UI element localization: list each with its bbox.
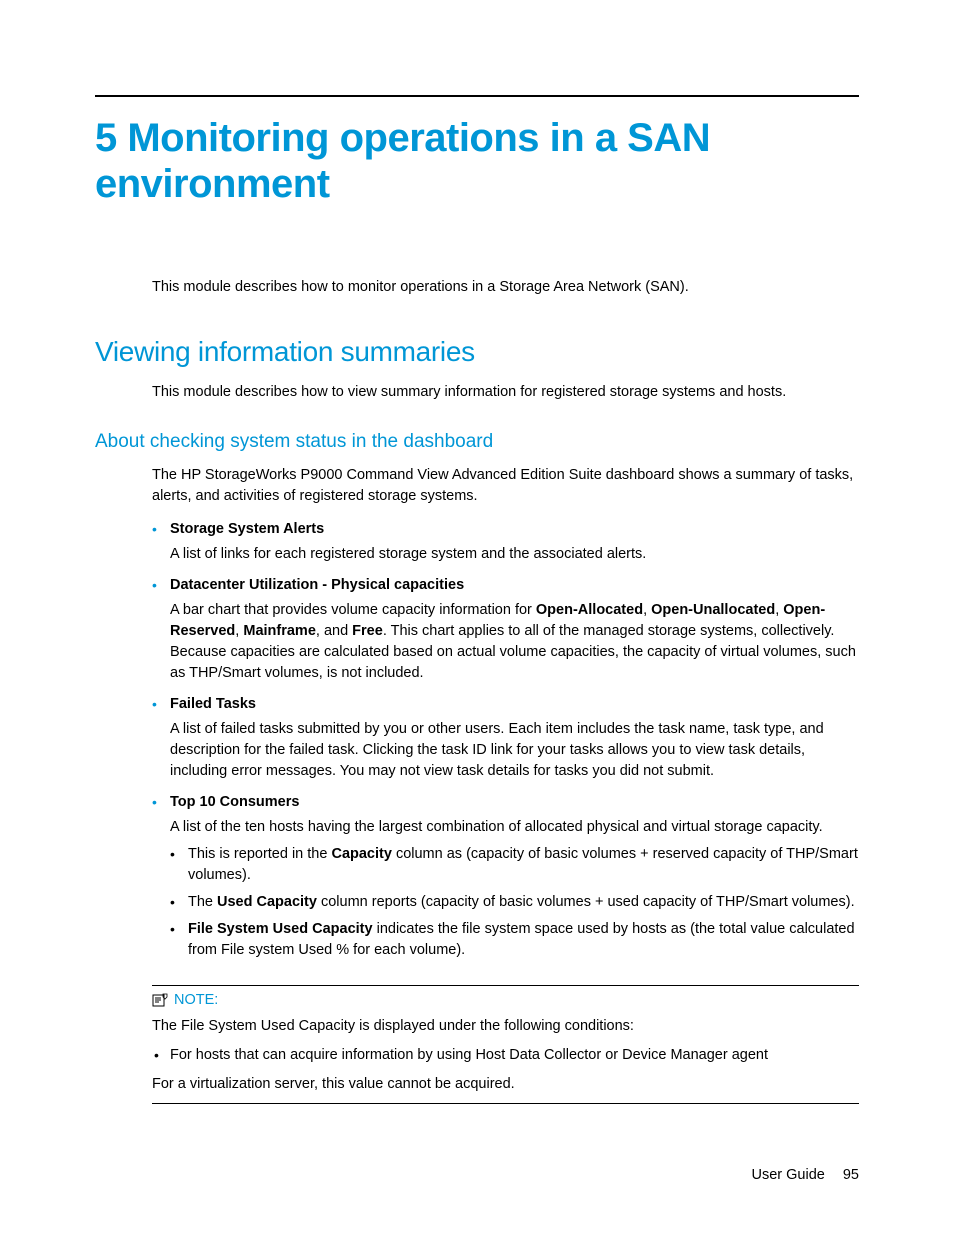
bullet-content: Failed Tasks A list of failed tasks subm… bbox=[170, 694, 859, 782]
note-text: The File System Used Capacity is display… bbox=[152, 1016, 859, 1037]
note-bullet-text: For hosts that can acquire information b… bbox=[170, 1045, 859, 1066]
note-block: NOTE: The File System Used Capacity is d… bbox=[152, 985, 859, 1104]
sub-bullet-list: • This is reported in the Capacity colum… bbox=[170, 844, 859, 961]
note-header: NOTE: bbox=[152, 992, 859, 1008]
bullet-icon: • bbox=[152, 519, 170, 565]
note-bullet-item: • For hosts that can acquire information… bbox=[152, 1045, 859, 1066]
section-heading-h3: About checking system status in the dash… bbox=[95, 431, 859, 453]
bullet-title: Top 10 Consumers bbox=[170, 792, 859, 813]
sub-bullet-text: This is reported in the Capacity column … bbox=[188, 844, 859, 886]
top-rule bbox=[95, 95, 859, 97]
bullet-icon: • bbox=[152, 792, 170, 967]
list-item: • Datacenter Utilization - Physical capa… bbox=[152, 575, 859, 684]
note-rule-bottom bbox=[152, 1103, 859, 1104]
sub-bullet-text: The Used Capacity column reports (capaci… bbox=[188, 892, 859, 913]
bullet-icon: • bbox=[152, 575, 170, 684]
footer-label: User Guide bbox=[752, 1167, 825, 1183]
bullet-description: A list of failed tasks submitted by you … bbox=[170, 719, 859, 782]
sub-list-item: • The Used Capacity column reports (capa… bbox=[170, 892, 859, 913]
note-icon bbox=[152, 993, 168, 1007]
bullet-description: A list of links for each registered stor… bbox=[170, 544, 859, 565]
sub-bullet-icon: • bbox=[170, 844, 188, 886]
sub-list-item: • This is reported in the Capacity colum… bbox=[170, 844, 859, 886]
bullet-icon: • bbox=[152, 694, 170, 782]
dashboard-items-list: • Storage System Alerts A list of links … bbox=[152, 519, 859, 967]
bullet-title: Storage System Alerts bbox=[170, 519, 859, 540]
sub-bullet-text: File System Used Capacity indicates the … bbox=[188, 919, 859, 961]
sub-bullet-icon: • bbox=[170, 919, 188, 961]
page-footer: User Guide 95 bbox=[752, 1167, 859, 1183]
section-heading-h2: Viewing information summaries bbox=[95, 336, 859, 368]
document-page: 5 Monitoring operations in a SAN environ… bbox=[0, 0, 954, 1235]
note-bullet-icon: • bbox=[152, 1045, 170, 1066]
section-h2-paragraph: This module describes how to view summar… bbox=[152, 382, 859, 403]
bullet-content: Datacenter Utilization - Physical capaci… bbox=[170, 575, 859, 684]
page-number: 95 bbox=[843, 1167, 859, 1183]
bullet-title: Failed Tasks bbox=[170, 694, 859, 715]
bullet-content: Top 10 Consumers A list of the ten hosts… bbox=[170, 792, 859, 967]
list-item: • Failed Tasks A list of failed tasks su… bbox=[152, 694, 859, 782]
sub-list-item: • File System Used Capacity indicates th… bbox=[170, 919, 859, 961]
note-rule-top bbox=[152, 985, 859, 986]
bullet-content: Storage System Alerts A list of links fo… bbox=[170, 519, 859, 565]
bullet-title: Datacenter Utilization - Physical capaci… bbox=[170, 575, 859, 596]
note-label: NOTE: bbox=[174, 992, 218, 1008]
bullet-description: A bar chart that provides volume capacit… bbox=[170, 600, 859, 684]
sub-bullet-icon: • bbox=[170, 892, 188, 913]
section-h3-paragraph: The HP StorageWorks P9000 Command View A… bbox=[152, 465, 859, 507]
note-text: For a virtualization server, this value … bbox=[152, 1074, 859, 1095]
chapter-title: 5 Monitoring operations in a SAN environ… bbox=[95, 115, 859, 207]
intro-paragraph: This module describes how to monitor ope… bbox=[152, 277, 859, 298]
list-item: • Storage System Alerts A list of links … bbox=[152, 519, 859, 565]
bullet-description: A list of the ten hosts having the large… bbox=[170, 817, 859, 838]
list-item: • Top 10 Consumers A list of the ten hos… bbox=[152, 792, 859, 967]
